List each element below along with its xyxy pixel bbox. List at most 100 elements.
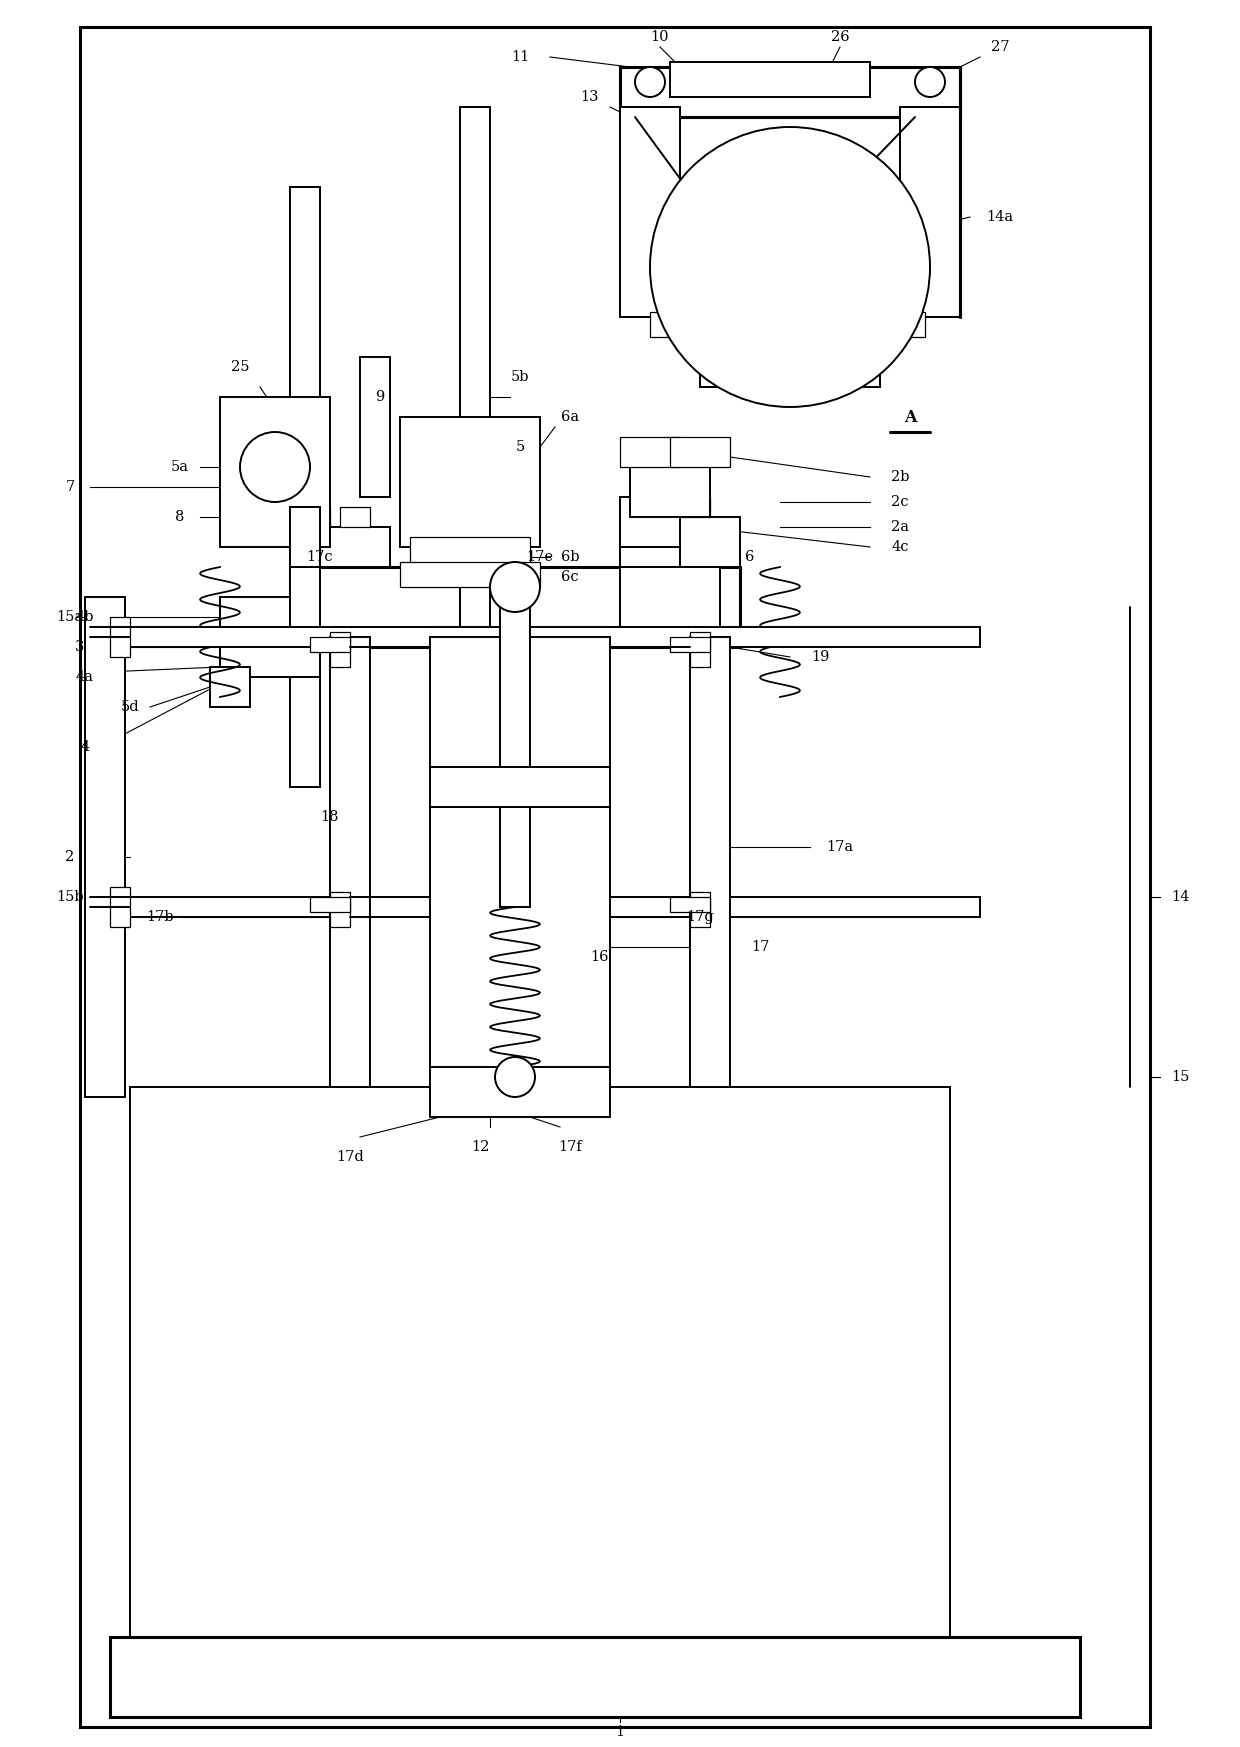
Bar: [620, 496, 680, 547]
Bar: [620, 517, 740, 568]
Text: 17: 17: [750, 940, 769, 954]
Text: 4c: 4c: [892, 540, 909, 554]
Text: A: A: [904, 409, 916, 426]
Text: 9: 9: [376, 390, 384, 404]
Bar: [620, 107, 680, 316]
Bar: [310, 638, 350, 652]
Bar: [755, 292, 825, 316]
Text: 6b: 6b: [560, 550, 579, 564]
Bar: [401, 418, 539, 547]
Bar: [290, 507, 320, 568]
Bar: [110, 1637, 1080, 1717]
Text: 10: 10: [651, 30, 670, 44]
Bar: [110, 887, 130, 928]
Bar: [670, 437, 730, 466]
Text: 5b: 5b: [511, 370, 529, 384]
Text: 17a: 17a: [826, 840, 853, 854]
Text: 17c: 17c: [306, 550, 334, 564]
Bar: [900, 107, 960, 316]
Bar: [219, 597, 290, 627]
Bar: [290, 187, 320, 786]
Bar: [430, 767, 610, 807]
Circle shape: [495, 1057, 534, 1097]
Bar: [219, 627, 320, 678]
Text: 4b: 4b: [76, 610, 94, 624]
Bar: [701, 278, 880, 307]
Text: 26: 26: [831, 30, 849, 44]
Bar: [360, 356, 391, 496]
Bar: [650, 313, 684, 337]
Bar: [300, 507, 330, 528]
Bar: [290, 187, 320, 786]
Text: 17b: 17b: [146, 910, 174, 924]
Bar: [620, 107, 680, 316]
Bar: [219, 397, 330, 547]
Bar: [330, 638, 370, 1087]
Bar: [630, 466, 711, 517]
Bar: [460, 107, 490, 786]
Bar: [900, 107, 960, 316]
Bar: [620, 568, 720, 646]
Text: 2: 2: [66, 851, 74, 865]
Bar: [740, 243, 839, 267]
Bar: [689, 632, 711, 667]
Bar: [410, 536, 529, 568]
Circle shape: [635, 66, 665, 98]
Bar: [330, 893, 350, 928]
Text: 15: 15: [1171, 1069, 1189, 1083]
Bar: [110, 617, 130, 657]
Text: 6: 6: [745, 550, 755, 564]
Text: 12: 12: [471, 1141, 490, 1155]
Bar: [86, 597, 125, 1097]
Bar: [430, 638, 610, 1087]
Text: 17f: 17f: [558, 1141, 582, 1155]
Text: 15a: 15a: [57, 610, 83, 624]
Bar: [81, 26, 1149, 1728]
Bar: [620, 66, 960, 117]
Bar: [460, 107, 490, 786]
Bar: [210, 667, 250, 708]
Text: 7: 7: [66, 480, 74, 494]
Bar: [430, 767, 610, 807]
Bar: [670, 896, 711, 912]
Bar: [219, 627, 320, 678]
Circle shape: [650, 128, 930, 407]
Text: 25: 25: [231, 360, 249, 374]
Text: 8: 8: [175, 510, 185, 524]
Bar: [620, 568, 720, 646]
Bar: [290, 568, 740, 646]
Text: 11: 11: [511, 51, 529, 65]
Bar: [290, 507, 320, 568]
Bar: [670, 61, 870, 98]
Text: 14: 14: [1171, 889, 1189, 903]
Text: 1: 1: [615, 1724, 625, 1738]
Text: 5d: 5d: [120, 701, 139, 715]
Bar: [815, 243, 835, 257]
Text: 18: 18: [321, 811, 340, 825]
Text: 2c: 2c: [892, 494, 909, 508]
Text: 17d: 17d: [336, 1150, 363, 1164]
Text: 4: 4: [81, 741, 89, 755]
Bar: [701, 307, 880, 388]
Text: 19: 19: [811, 650, 830, 664]
Bar: [670, 638, 711, 652]
Text: 2a: 2a: [892, 521, 909, 535]
Text: 13: 13: [580, 91, 599, 105]
Text: 4a: 4a: [76, 671, 94, 685]
Bar: [310, 896, 350, 912]
Bar: [689, 638, 730, 1087]
Bar: [340, 507, 370, 528]
Bar: [130, 1087, 950, 1637]
Circle shape: [241, 432, 310, 501]
Bar: [620, 66, 960, 117]
Bar: [630, 496, 660, 517]
Text: 14a: 14a: [987, 210, 1013, 224]
Text: 27: 27: [991, 40, 1009, 54]
Text: 16: 16: [590, 950, 609, 964]
Bar: [680, 496, 711, 517]
Text: 2b: 2b: [890, 470, 909, 484]
Text: 17g: 17g: [686, 910, 714, 924]
Bar: [130, 627, 980, 646]
Bar: [430, 1067, 610, 1116]
Bar: [701, 307, 880, 388]
